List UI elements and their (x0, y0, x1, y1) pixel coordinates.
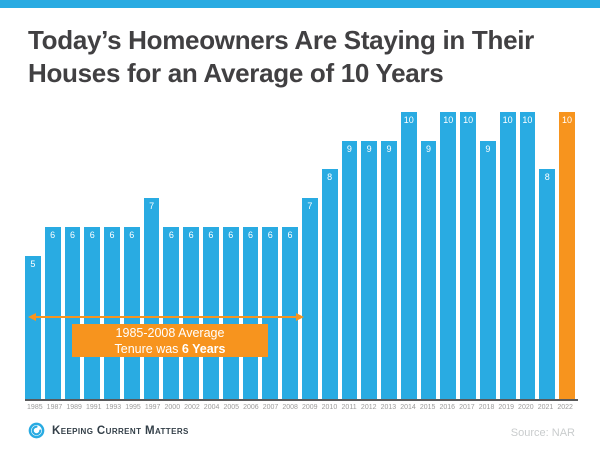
bar-value-label: 6 (109, 229, 115, 240)
bar-value-label: 6 (168, 229, 174, 240)
x-tick-label-2020: 2020 (518, 404, 534, 411)
bar-value-label: 10 (561, 115, 572, 125)
title-line-2: Houses for an Average of 10 Years (28, 58, 444, 88)
x-axis-line (25, 399, 578, 401)
bar-2009: 7 (301, 198, 318, 399)
arrow-line (34, 315, 298, 319)
bar-value-label: 10 (502, 115, 513, 125)
bar-value-label: 6 (208, 229, 214, 240)
x-tick-label-1989: 1989 (66, 404, 82, 411)
title-line-1: Today’s Homeowners Are Staying in Their (28, 25, 535, 55)
x-tick-label-1987: 1987 (46, 404, 63, 411)
x-tick-label-2011: 2011 (341, 404, 357, 411)
bar-value-label: 6 (247, 229, 253, 240)
bar-value-label: 6 (228, 229, 234, 240)
annotation-label-box: 1985-2008 Average Tenure was 6 Years (72, 324, 268, 357)
x-tick-label-1993: 1993 (105, 404, 122, 411)
bar-value-label: 9 (346, 143, 352, 154)
bar-value-label: 6 (188, 229, 194, 240)
x-tick-label-2009: 2009 (302, 404, 318, 411)
bar-value-label: 9 (386, 143, 392, 154)
header-accent-strip (0, 0, 600, 8)
x-tick-label-2004: 2004 (203, 404, 220, 411)
bar-value-label: 6 (267, 229, 273, 240)
brand-logo: Keeping Current Matters (28, 422, 189, 439)
annotation-line-1: 1985-2008 Average (115, 325, 225, 340)
bar-value-label: 9 (366, 143, 372, 154)
page-title: Today’s Homeowners Are Staying in Their H… (28, 24, 584, 90)
bar-value-label: 7 (307, 201, 313, 212)
x-tick-label-2021: 2021 (537, 404, 554, 411)
x-tick-label-2007: 2007 (262, 404, 279, 411)
x-tick-label-2008: 2008 (282, 404, 298, 411)
bar-value-label: 6 (89, 229, 95, 240)
x-tick-label-2022: 2022 (557, 404, 573, 411)
annotation-line-2: Tenure was 6 Years (72, 341, 268, 357)
bar-1985: 5 (25, 255, 41, 399)
bar-2008: 6 (282, 226, 298, 399)
bar-value-label: 10 (463, 115, 474, 125)
x-tick-label-2019: 2019 (498, 404, 514, 411)
bar-2021: 8 (539, 169, 556, 399)
bar-2019: 10 (499, 112, 516, 399)
annotation-line-2-prefix: Tenure was (114, 341, 182, 356)
bar-2016: 10 (440, 112, 457, 399)
bar-value-label: 9 (426, 143, 432, 154)
x-tick-label-2014: 2014 (400, 404, 416, 411)
x-tick-label-1991: 1991 (85, 404, 102, 411)
bar-value-label: 6 (287, 229, 293, 240)
annotation-span-arrow (28, 313, 304, 321)
annotation-line-2-bold: 6 Years (181, 341, 226, 356)
bar-2013: 9 (381, 140, 397, 399)
bar-value-label: 10 (403, 115, 414, 125)
bar-value-label: 9 (485, 143, 491, 154)
brand-name: Keeping Current Matters (52, 424, 189, 437)
bar-2012: 9 (361, 140, 378, 399)
x-tick-label-2013: 2013 (380, 404, 397, 411)
bar-1997: 7 (143, 198, 160, 399)
bar-value-label: 10 (522, 115, 533, 125)
bar-value-label: 6 (69, 229, 75, 240)
x-tick-label-1997: 1997 (144, 404, 161, 411)
bar-2011: 9 (341, 140, 358, 399)
x-tick-label-1985: 1985 (27, 404, 43, 411)
x-tick-label-2006: 2006 (243, 404, 259, 411)
bar-value-label: 8 (544, 172, 550, 183)
x-tick-label-2012: 2012 (360, 404, 377, 411)
bar-2014: 10 (400, 112, 417, 399)
x-tick-label-2016: 2016 (439, 404, 456, 411)
bar-value-label: 10 (443, 115, 454, 125)
x-tick-label-2015: 2015 (419, 404, 436, 411)
x-tick-label-2018: 2018 (478, 404, 495, 411)
arrow-right-icon (296, 313, 304, 321)
footer: Keeping Current Matters Source: NAR (0, 418, 600, 450)
x-tick-label-2010: 2010 (321, 404, 338, 411)
bar-1987: 6 (44, 226, 61, 399)
bar-2015: 9 (420, 140, 437, 399)
kcm-swirl-icon (28, 422, 45, 439)
bar-value-label: 6 (50, 229, 56, 240)
x-tick-label-2005: 2005 (223, 404, 240, 411)
bar-value-label: 5 (30, 258, 36, 269)
x-tick-label-1995: 1995 (125, 404, 141, 411)
bar-value-label: 7 (149, 201, 155, 212)
bar-2018: 9 (479, 140, 496, 399)
x-tick-label-2017: 2017 (459, 404, 475, 411)
bar-2020: 10 (519, 112, 536, 399)
bar-value-label: 8 (327, 172, 333, 183)
bar-2017: 10 (460, 112, 476, 399)
x-axis-labels: 1985 1987 1989 1991 1993 1995 1997 2000 2002 2004… (25, 404, 575, 411)
bar-2010: 8 (321, 169, 338, 399)
source-credit: Source: NAR (510, 427, 575, 439)
x-tick-label-2002: 2002 (184, 404, 200, 411)
bar-2022: 10 (559, 112, 575, 399)
x-tick-label-2000: 2000 (164, 404, 181, 411)
bar-value-label: 6 (129, 229, 135, 240)
arrow-left-icon (28, 313, 36, 321)
